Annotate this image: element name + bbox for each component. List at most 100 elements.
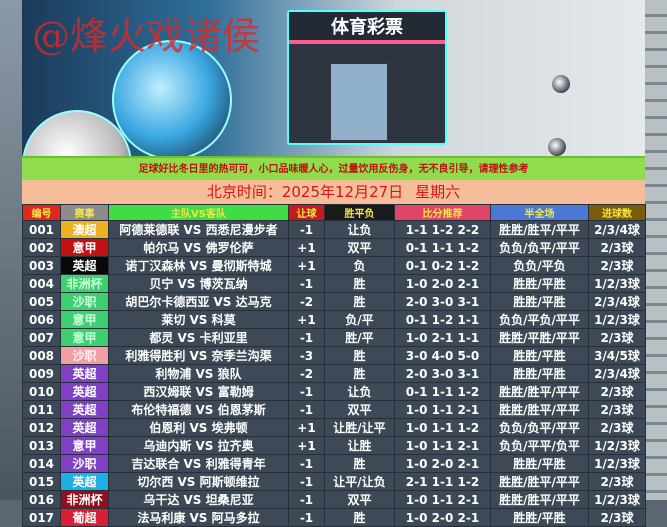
cell-handicap: +1 — [288, 256, 325, 275]
cell-handicap: -1 — [288, 454, 325, 473]
cell-league: 意甲 — [60, 328, 109, 347]
cell-match: 法马利康 VS 阿马多拉 — [108, 508, 289, 527]
store-door — [329, 62, 389, 142]
cell-match: 利雅得胜利 VS 奈季兰沟渠 — [108, 346, 289, 365]
cell-match: 胡巴尔卡德西亚 VS 达马克 — [108, 292, 289, 311]
cell-handicap: +1 — [288, 310, 325, 329]
cell-no: 008 — [22, 346, 61, 365]
table-row: 004 非洲杯 贝宁 VS 博茨瓦纳 -1 胜 1-0 2-0 2-1 胜胜/平胜 1/2/3… — [22, 274, 646, 293]
cell-goals: 1/2/3球 — [588, 454, 646, 473]
cell-no: 017 — [22, 508, 61, 527]
cell-goals: 1/2/3球 — [588, 274, 646, 293]
table-header: 编号 赛事 主队VS客队 让球 胜平负 比分推荐 半全场 进球数 — [22, 204, 646, 221]
cell-halffull: 胜胜/平胜 — [490, 454, 589, 473]
cell-result: 胜 — [324, 346, 395, 365]
header-col-league: 赛事 — [60, 204, 109, 221]
cell-scores: 1-0 1-1 2-1 — [394, 400, 491, 419]
cell-no: 009 — [22, 364, 61, 383]
cell-goals: 2/3球 — [588, 418, 646, 437]
cell-result: 胜/平 — [324, 328, 395, 347]
cell-goals: 2/3球 — [588, 400, 646, 419]
cell-handicap: -1 — [288, 220, 325, 239]
cell-no: 007 — [22, 328, 61, 347]
header-col-no: 编号 — [22, 204, 61, 221]
cell-goals: 2/3/4球 — [588, 364, 646, 383]
cell-result: 负 — [324, 256, 395, 275]
cell-halffull: 胜胜/胜平/平平 — [490, 220, 589, 239]
cell-no: 010 — [22, 382, 61, 401]
cell-no: 004 — [22, 274, 61, 293]
cell-no: 015 — [22, 472, 61, 491]
cell-league: 意甲 — [60, 238, 109, 257]
right-background — [645, 0, 667, 500]
cell-result: 双平 — [324, 238, 395, 257]
cell-halffull: 胜胜/平胜 — [490, 364, 589, 383]
cell-handicap: +1 — [288, 418, 325, 437]
cell-league: 葡超 — [60, 508, 109, 527]
header-col-halffull: 半全场 — [490, 204, 589, 221]
cell-goals: 2/3/4球 — [588, 220, 646, 239]
cell-match: 利物浦 VS 狼队 — [108, 364, 289, 383]
cell-no: 013 — [22, 436, 61, 455]
cell-goals: 1/2/3球 — [588, 436, 646, 455]
cell-scores: 1-0 2-0 2-1 — [394, 274, 491, 293]
cell-scores: 0-1 1-1 1-2 — [394, 382, 491, 401]
football-icon — [552, 75, 570, 93]
cell-scores: 2-1 1-1 1-2 — [394, 472, 491, 491]
cell-halffull: 胜胜/平胜 — [490, 346, 589, 365]
cell-league: 非洲杯 — [60, 274, 109, 293]
cell-league: 意甲 — [60, 436, 109, 455]
cell-halffull: 负负/负平/平平 — [490, 418, 589, 437]
cell-match: 乌迪内斯 VS 拉齐奥 — [108, 436, 289, 455]
cell-halffull: 胜胜/平胜 — [490, 292, 589, 311]
cell-league: 沙职 — [60, 454, 109, 473]
cell-match: 吉达联合 VS 利雅得青年 — [108, 454, 289, 473]
cell-handicap: -1 — [288, 508, 325, 527]
cell-goals: 2/3球 — [588, 382, 646, 401]
cell-scores: 1-0 2-0 2-1 — [394, 508, 491, 527]
cell-halffull: 负负/平负/平平 — [490, 310, 589, 329]
cell-result: 负/平 — [324, 310, 395, 329]
cell-scores: 0-1 1-2 1-1 — [394, 310, 491, 329]
cell-halffull: 胜胜/胜平/平平 — [490, 382, 589, 401]
table-row: 015 英超 切尔西 VS 阿斯顿维拉 -1 让平/让负 2-1 1-1 1-2 胜胜/胜平… — [22, 472, 646, 491]
cell-halffull: 胜胜/平胜/平平 — [490, 328, 589, 347]
cell-result: 胜 — [324, 508, 395, 527]
cell-league: 英超 — [60, 472, 109, 491]
cell-result: 让负 — [324, 382, 395, 401]
table-row: 007 意甲 都灵 VS 卡利亚里 -1 胜/平 1-0 2-1 1-1 胜胜/平胜/平平 2… — [22, 328, 646, 347]
cell-scores: 0-1 0-2 1-2 — [394, 256, 491, 275]
cell-handicap: -3 — [288, 346, 325, 365]
cell-goals: 1/2/3球 — [588, 310, 646, 329]
cell-halffull: 负负/平平/负平 — [490, 436, 589, 455]
cell-match: 阿德莱德联 VS 西悉尼漫步者 — [108, 220, 289, 239]
notice-bar: 足球好比冬日里的热可可，小口品味暖人心，过量饮用反伤身，无不良引导，请理性参考 — [22, 156, 645, 180]
table-row: 001 澳超 阿德莱德联 VS 西悉尼漫步者 -1 让负 1-1 1-2 2-2 胜胜/胜平… — [22, 220, 646, 239]
table-row: 002 意甲 帕尔马 VS 佛罗伦萨 +1 双平 0-1 1-1 1-2 负负/负平/平平 2… — [22, 238, 646, 257]
cell-league: 意甲 — [60, 310, 109, 329]
cell-goals: 2/3球 — [588, 238, 646, 257]
cell-result: 胜 — [324, 454, 395, 473]
football-icon — [112, 40, 232, 156]
cell-league: 英超 — [60, 364, 109, 383]
cell-league: 沙职 — [60, 346, 109, 365]
cell-no: 012 — [22, 418, 61, 437]
cell-scores: 2-0 3-0 3-1 — [394, 364, 491, 383]
cell-goals: 3/4/5球 — [588, 346, 646, 365]
cell-league: 英超 — [60, 382, 109, 401]
cell-handicap: -1 — [288, 472, 325, 491]
cell-result: 让胜 — [324, 436, 395, 455]
store-sign: 体育彩票 — [289, 12, 445, 44]
header-col-handicap: 让球 — [288, 204, 325, 221]
left-background — [0, 0, 22, 500]
cell-halffull: 负负/负平/平平 — [490, 238, 589, 257]
cell-goals: 2/3球 — [588, 472, 646, 491]
cell-league: 英超 — [60, 418, 109, 437]
cell-halffull: 胜胜/胜平/平平 — [490, 472, 589, 491]
date-bar: 北京时间：2025年12月27日 星期六 — [22, 180, 645, 204]
cell-goals: 2/3/4球 — [588, 292, 646, 311]
cell-handicap: +1 — [288, 238, 325, 257]
cell-result: 胜 — [324, 292, 395, 311]
cell-match: 西汉姆联 VS 富勒姆 — [108, 382, 289, 401]
cell-no: 014 — [22, 454, 61, 473]
